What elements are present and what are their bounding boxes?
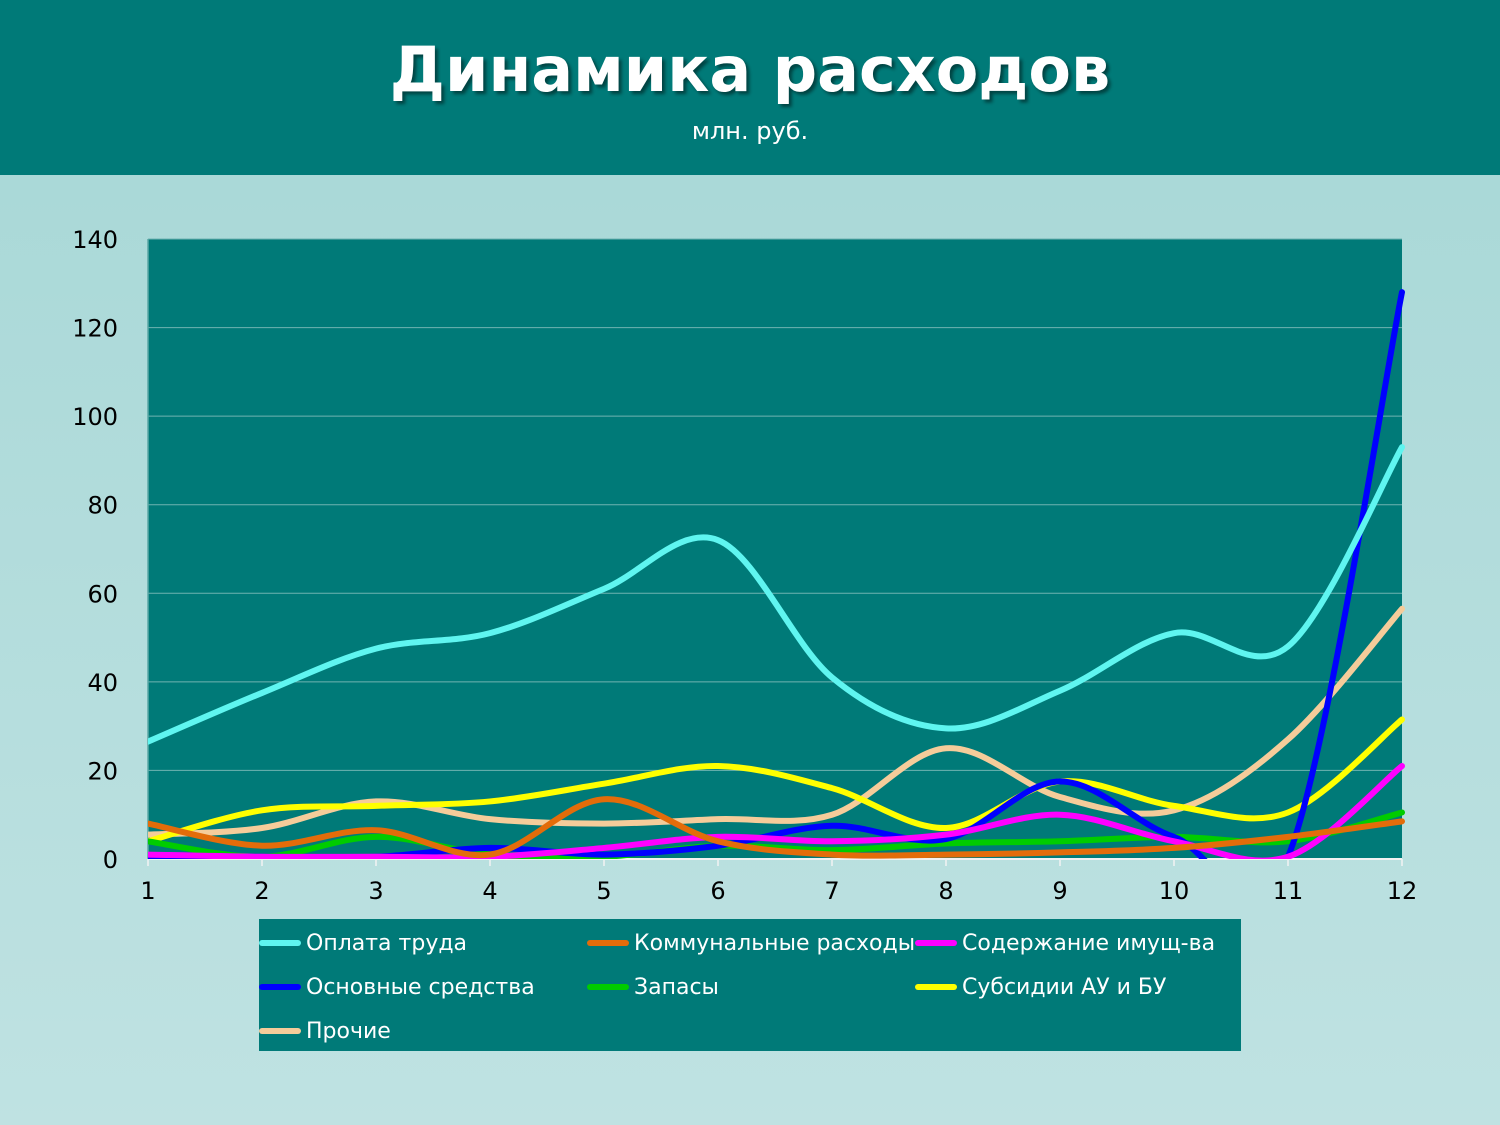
x-tick-label: 11 <box>1273 877 1304 905</box>
x-tick-label: 5 <box>596 877 611 905</box>
x-tick-label: 1 <box>140 877 155 905</box>
legend-swatch <box>915 984 957 990</box>
series-line-1 <box>148 444 1405 745</box>
legend-swatch <box>587 984 629 990</box>
legend-label: Основные средства <box>306 974 535 1000</box>
page-subtitle: млн. руб. <box>691 117 809 145</box>
legend-swatch <box>259 940 301 946</box>
legend-label: Оплата труда <box>306 930 468 956</box>
x-tick-label: 8 <box>938 877 953 905</box>
legend-swatch <box>915 940 957 946</box>
plot-area <box>148 239 1402 859</box>
x-tick-label: 10 <box>1159 877 1190 905</box>
legend-swatch <box>259 1028 301 1034</box>
legend-label: Прочие <box>306 1018 391 1044</box>
y-tick-label: 60 <box>87 580 118 608</box>
x-tick-label: 2 <box>254 877 269 905</box>
page-title: Динамика расходов <box>389 33 1111 106</box>
legend-item: Основные средства <box>259 972 535 1002</box>
x-tick-label: 12 <box>1387 877 1418 905</box>
y-tick-label: 120 <box>72 315 118 343</box>
legend-item: Запасы <box>587 972 719 1002</box>
x-tick-label: 9 <box>1052 877 1067 905</box>
legend-label: Запасы <box>634 974 719 1000</box>
legend-swatch <box>259 984 301 990</box>
series-line-3 <box>148 763 1405 859</box>
legend-item: Оплата труда <box>259 928 467 958</box>
legend-item: Субсидии АУ и БУ <box>915 972 1166 1002</box>
y-tick-label: 80 <box>87 492 118 520</box>
legend-label: Коммунальные расходы <box>634 930 916 956</box>
x-tick-label: 7 <box>824 877 839 905</box>
y-tick-label: 100 <box>72 403 118 431</box>
x-tick-label: 4 <box>482 877 497 905</box>
x-tick-label: 6 <box>710 877 725 905</box>
legend-swatch <box>587 940 629 946</box>
series-line-7 <box>148 605 1405 838</box>
chart-legend: Оплата труда Коммунальные расходы Содержан… <box>259 919 1241 1051</box>
series-line-6 <box>148 716 1405 845</box>
legend-item: Содержание имущ-ва <box>915 928 1215 958</box>
legend-item: Коммунальные расходы <box>587 928 915 958</box>
x-tick-label: 3 <box>368 877 383 905</box>
legend-label: Содержание имущ-ва <box>962 930 1216 956</box>
y-tick-label: 40 <box>87 669 118 697</box>
y-tick-label: 0 <box>103 846 118 874</box>
legend-item: Прочие <box>259 1016 391 1046</box>
y-tick-label: 20 <box>87 757 118 785</box>
legend-label: Субсидии АУ и БУ <box>962 974 1167 1000</box>
header-bar: Динамика расходов млн. руб. <box>0 0 1500 175</box>
series-line-2 <box>148 796 1405 859</box>
y-tick-label: 140 <box>72 226 118 254</box>
